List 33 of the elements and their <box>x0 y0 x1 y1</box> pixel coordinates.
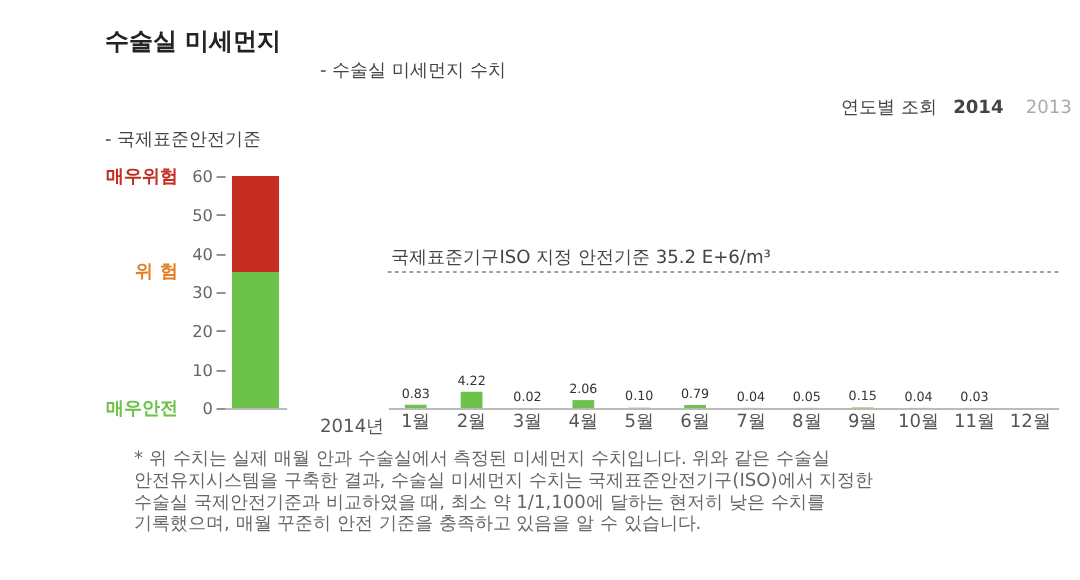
text: 매우안전 <box>105 399 178 420</box>
text: 매우위험 <box>105 167 178 188</box>
chart-subtitle: - 국제표준안전기준 <box>105 131 262 152</box>
y-tick-label: 60 <box>192 166 213 187</box>
ref-line-label: 국제표준기구ISO 지정 안전기준 35.2 E+6/m³ <box>391 248 772 269</box>
text: 연도별 조회 <box>840 98 937 119</box>
x-tick-label: 9월 <box>847 413 878 434</box>
bar <box>572 400 595 409</box>
text: * 위 수치는 실제 매월 안과 수술실에서 측정된 미세먼지 수치입니다. 위와 같은 수술실 안전유지시스템을 구축한 결과, 수술실 미세먼지 수치는 국제표준안전기구(ISO)에서 지정한 수술실 국제안전기준과 비교하였을 때, 최소 약 1/1,100에 달하는 현저히 낮은 수치를 기록했으며, 매월 꾸준히 안전 기준을 충족하고 있음을 알 수 있습니다. <box>134 450 874 536</box>
x-tick-label: 8월 <box>792 413 822 434</box>
bar <box>460 391 483 409</box>
x-tick-label: 6월 <box>680 413 710 434</box>
y-tick-label: 50 <box>192 205 213 226</box>
y-tick-label: 0 <box>202 398 213 419</box>
text: 2013 <box>1025 98 1073 119</box>
x-tick-label: 3월 <box>512 413 543 434</box>
x-tick-label: 10월 <box>898 413 940 434</box>
x-tick-label: 2월 <box>456 413 487 434</box>
x-tick-label: 12월 <box>1009 413 1051 434</box>
y-tick-label: 10 <box>192 359 213 380</box>
text: 위 험 <box>135 262 178 283</box>
chart-title: - 수술실 미세먼지 수치 <box>319 62 506 83</box>
x-tick-label: 7월 <box>736 413 766 434</box>
y-tick-label: 40 <box>192 243 213 264</box>
text: 2014년 <box>320 417 385 438</box>
x-tick-label: 5월 <box>624 413 654 434</box>
chart-title: 수술실 미세먼지 <box>105 27 282 56</box>
y-tick-label: 30 <box>192 282 213 303</box>
text: 2014 <box>953 98 1004 119</box>
x-tick-label: 1월 <box>400 413 431 434</box>
y-tick-label: 20 <box>192 321 213 342</box>
x-tick-label: 4월 <box>568 413 599 434</box>
x-tick-label: 11월 <box>953 413 995 434</box>
